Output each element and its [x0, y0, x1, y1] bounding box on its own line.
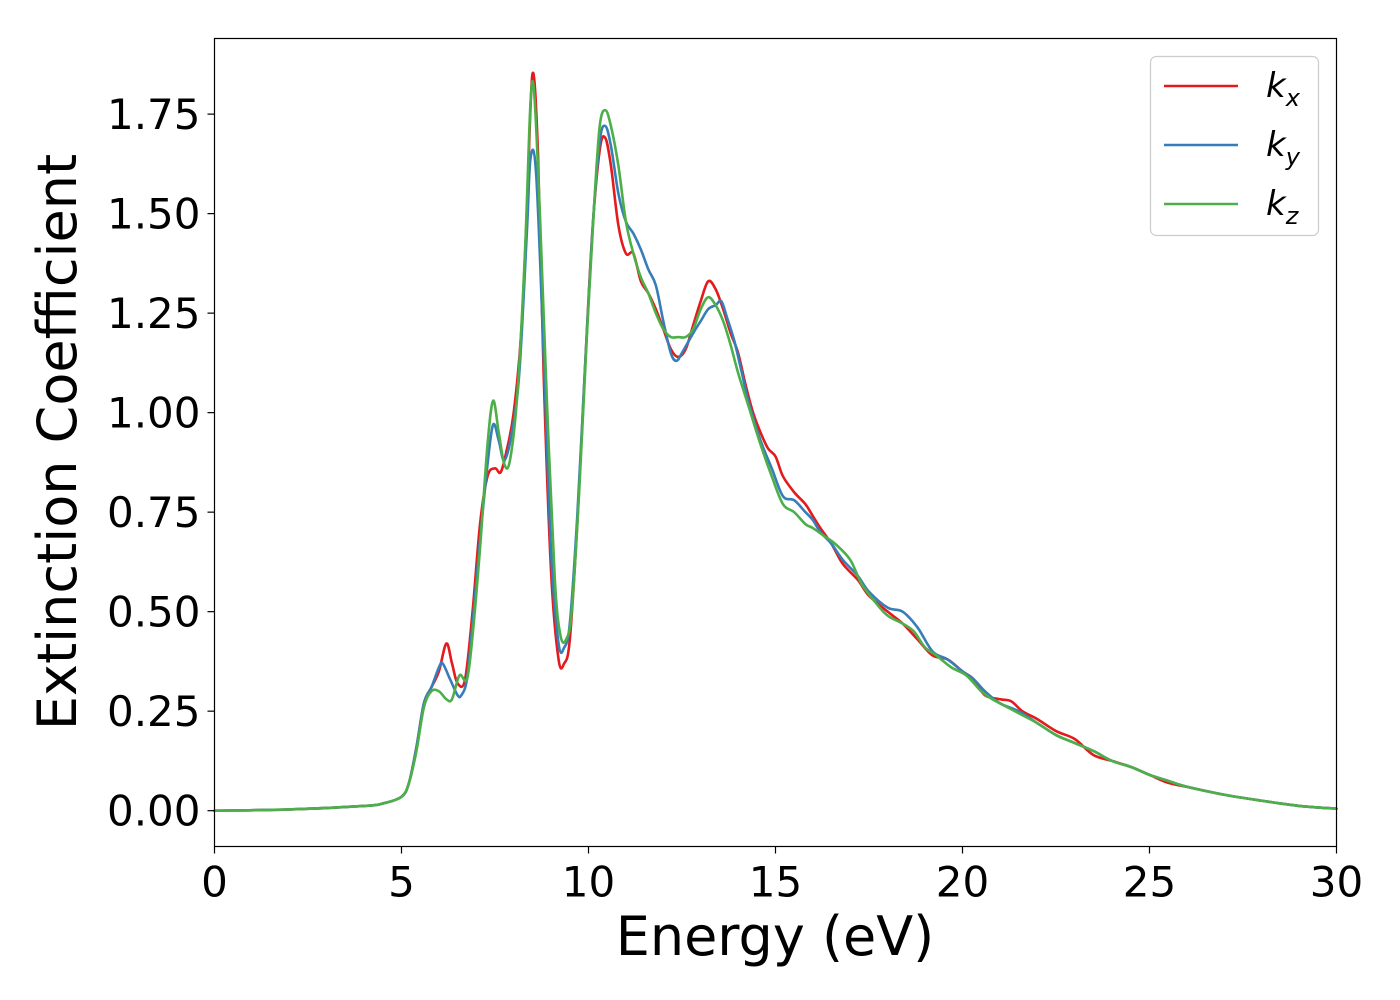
- x-tick-label: 0: [201, 858, 228, 907]
- x-tick-label: 20: [936, 858, 989, 907]
- y-tick-label: 0.50: [107, 588, 201, 637]
- y-tick-label: 1.50: [107, 190, 201, 239]
- y-tick-label: 0.75: [107, 488, 201, 537]
- series-line-kz: [213, 79, 1338, 812]
- y-axis-ticks: 0.00 0.25 0.50 0.75 1.00 1.25 1.50 1.75: [107, 90, 215, 836]
- x-axis-ticks: 0 5 10 15 20 25 30: [201, 846, 1363, 907]
- y-axis-title: Extinction Coefficient: [26, 154, 89, 730]
- y-tick-label: 1.75: [107, 90, 201, 139]
- x-axis-title: Energy (eV): [616, 905, 935, 968]
- x-tick-label: 30: [1310, 858, 1363, 907]
- series-layer: [213, 71, 1338, 812]
- x-tick-label: 5: [388, 858, 415, 907]
- y-tick-label: 1.00: [107, 389, 201, 438]
- y-tick-label: 1.25: [107, 289, 201, 338]
- x-tick-label: 15: [749, 858, 802, 907]
- x-tick-label: 10: [562, 858, 615, 907]
- y-tick-label: 0.25: [107, 687, 201, 736]
- x-tick-label: 25: [1123, 858, 1176, 907]
- y-tick-label: 0.00: [107, 787, 201, 836]
